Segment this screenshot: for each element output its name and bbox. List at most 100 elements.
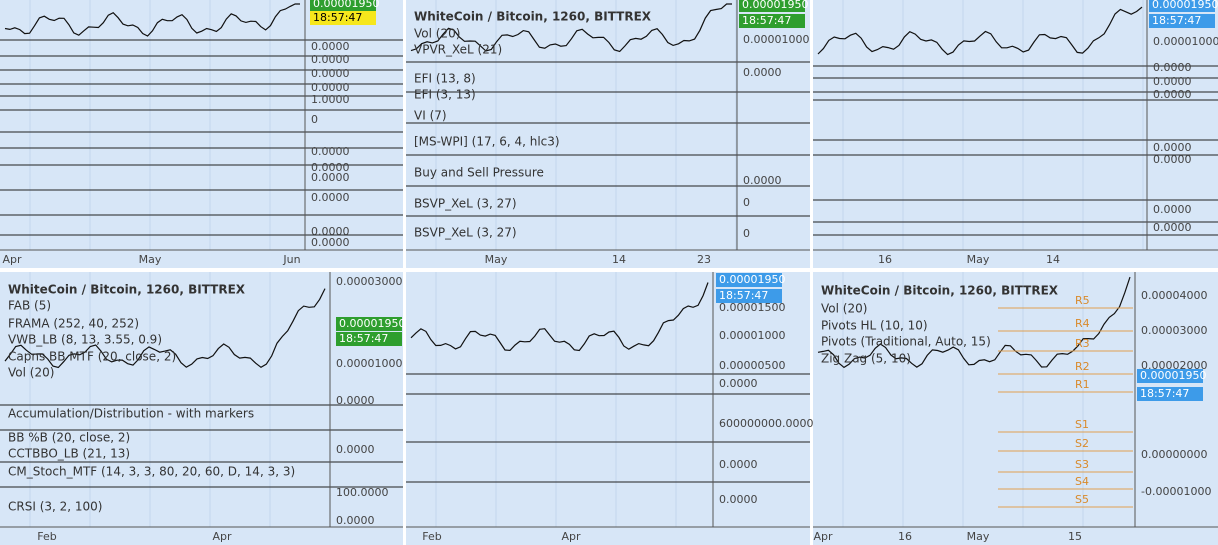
x-label: 14 bbox=[612, 253, 626, 266]
axis-label: 0.00001000 bbox=[336, 357, 402, 370]
x-label: Jun bbox=[282, 253, 300, 266]
price-tag-text: 0.00001950 bbox=[719, 273, 785, 286]
axis-label: 0.00001000 bbox=[743, 33, 809, 46]
pivot-label: S3 bbox=[1075, 458, 1089, 471]
axis-label: 0.0000 bbox=[311, 145, 350, 158]
panel-background bbox=[813, 272, 1218, 545]
price-tag-text: 18:57:47 bbox=[719, 289, 768, 302]
indicator-label: BB %B (20, close, 2) bbox=[8, 431, 130, 445]
axis-label: 0.0000 bbox=[311, 225, 350, 238]
axis-label: 0.00003000 bbox=[1141, 324, 1207, 337]
pivot-label: S2 bbox=[1075, 437, 1089, 450]
axis-label: 0.0000 bbox=[311, 191, 350, 204]
x-label: May bbox=[967, 530, 990, 543]
axis-label: 0.00000000 bbox=[1141, 448, 1207, 461]
axis-label: 0.00002000 bbox=[1141, 359, 1207, 372]
axis-label: 0.0000 bbox=[311, 67, 350, 80]
chart-title: WhiteCoin / Bitcoin, 1260, BITTREX bbox=[414, 10, 652, 24]
x-label: 16 bbox=[878, 253, 892, 266]
x-label: Feb bbox=[37, 530, 56, 543]
indicator-label: VPVR_XeL (21) bbox=[414, 43, 502, 57]
pivot-label: S5 bbox=[1075, 493, 1089, 506]
x-label: 16 bbox=[898, 530, 912, 543]
price-line bbox=[817, 276, 1131, 369]
axis-label: 0.0000 bbox=[311, 53, 350, 66]
chart-panel: 0.00001500 0.00001000 0.00000500 0.0000 6000… bbox=[406, 272, 813, 545]
indicator-label: CCTBBO_LB (21, 13) bbox=[8, 447, 130, 461]
axis-label: 0.0000 bbox=[1153, 141, 1192, 154]
price-tag bbox=[310, 11, 376, 25]
indicator-label: Vol (20) bbox=[8, 366, 54, 380]
pivot-label: R1 bbox=[1075, 378, 1090, 391]
price-tag bbox=[716, 289, 782, 303]
panel-background bbox=[406, 0, 810, 268]
chart-title: WhiteCoin / Bitcoin, 1260, BITTREX bbox=[8, 283, 246, 297]
axis-label: 0.0000 bbox=[1153, 153, 1192, 166]
price-tag-text: 18:57:47 bbox=[339, 332, 388, 345]
price-tag-text: 0.00001950 bbox=[313, 0, 379, 10]
axis-label: 0.00001000 bbox=[1153, 35, 1218, 48]
price-tag-text: 18:57:47 bbox=[742, 14, 791, 27]
pivot-label: S4 bbox=[1075, 475, 1089, 488]
indicator-label: BSVP_XeL (3, 27) bbox=[414, 197, 517, 211]
indicator-label: Vol (20) bbox=[414, 27, 460, 41]
x-label: May bbox=[485, 253, 508, 266]
panel-background bbox=[813, 0, 1218, 268]
price-tag bbox=[716, 273, 782, 287]
pivot-label: R5 bbox=[1075, 294, 1090, 307]
price-tag bbox=[336, 317, 402, 331]
pivot-label: S1 bbox=[1075, 418, 1089, 431]
pivot-label: R4 bbox=[1075, 317, 1090, 330]
price-tag bbox=[1149, 0, 1215, 12]
price-line bbox=[4, 288, 326, 369]
axis-label: 1.0000 bbox=[311, 93, 350, 106]
price-tag-text: 0.00001950 bbox=[1140, 369, 1206, 382]
indicator-label: Pivots HL (10, 10) bbox=[821, 319, 928, 333]
x-label: 15 bbox=[1068, 530, 1082, 543]
axis-label: 0 bbox=[311, 113, 318, 126]
pivot-label: R2 bbox=[1075, 360, 1090, 373]
x-label: 14 bbox=[1046, 253, 1060, 266]
indicator-label: CM_Stoch_MTF (14, 3, 3, 80, 20, 60, D, 1… bbox=[8, 465, 295, 479]
axis-label: 0.00000500 bbox=[719, 359, 785, 372]
indicator-label: Vol (20) bbox=[821, 302, 867, 316]
chart-panel: 0.00000.00000.00000.00001.000000.00000.0… bbox=[0, 0, 403, 268]
indicator-label: FAB (5) bbox=[8, 299, 51, 313]
axis-label: 0.0000 bbox=[311, 236, 350, 249]
axis-label: 0.0000 bbox=[1153, 203, 1192, 216]
axis-label: 0.0000 bbox=[1153, 75, 1192, 88]
axis-label: 0.00003000 bbox=[336, 275, 402, 288]
indicator-label: [MS-WPI] (17, 6, 4, hlc3) bbox=[414, 135, 560, 149]
indicator-label: Accumulation/Distribution - with markers bbox=[8, 407, 254, 421]
x-label: May bbox=[139, 253, 162, 266]
chart-panel: WhiteCoin / Bitcoin, 1260, BITTREX Vol (2… bbox=[406, 0, 810, 268]
price-tag-text: 0.00001950 bbox=[1152, 0, 1218, 11]
panel-background bbox=[0, 272, 403, 545]
indicator-label: Capns BB MTF (20, close, 2) bbox=[8, 350, 176, 364]
axis-label: 0 bbox=[743, 227, 750, 240]
axis-label: 0.0000 bbox=[1153, 88, 1192, 101]
price-tag bbox=[336, 332, 402, 346]
axis-label: 0.0000 bbox=[1153, 61, 1192, 74]
price-tag-text: 18:57:47 bbox=[1152, 14, 1201, 27]
panel-background bbox=[0, 0, 403, 268]
axis-label: 0.0000 bbox=[743, 66, 782, 79]
x-label: Apr bbox=[212, 530, 232, 543]
x-label: Apr bbox=[813, 530, 833, 543]
price-line bbox=[410, 3, 732, 53]
x-label: Apr bbox=[561, 530, 581, 543]
axis-label: 0.0000 bbox=[311, 171, 350, 184]
price-tag-text: 0.00001950 bbox=[742, 0, 808, 11]
chart-panel: WhiteCoin / Bitcoin, 1260, BITTREX Vol (2… bbox=[813, 272, 1218, 545]
axis-label: 0.0000 bbox=[336, 394, 375, 407]
axis-label: 0.0000 bbox=[743, 174, 782, 187]
axis-label: 600000000.0000 bbox=[719, 417, 813, 430]
price-tag-text: 0.00001950 bbox=[339, 317, 405, 330]
indicator-label: Zig Zag (5, 10) bbox=[821, 352, 911, 366]
price-tag bbox=[310, 0, 376, 11]
price-line bbox=[410, 282, 709, 352]
axis-label: 0.0000 bbox=[719, 493, 758, 506]
axis-label: 0.0000 bbox=[311, 81, 350, 94]
indicator-label: VWB_LB (8, 13, 3.55, 0.9) bbox=[8, 333, 162, 347]
